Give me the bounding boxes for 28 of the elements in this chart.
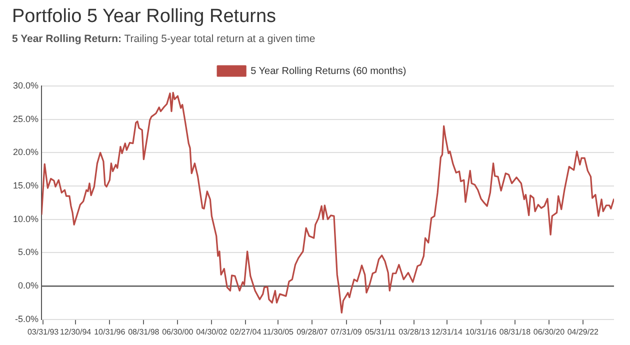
x-tick-label: 06/30/20 <box>533 327 566 336</box>
y-tick-label: 5.0% <box>18 247 39 258</box>
x-tick-label: 04/30/02 <box>196 327 228 336</box>
x-tick-label: 11/30/05 <box>262 327 294 336</box>
x-tick-label: 10/31/96 <box>94 327 126 336</box>
x-tick-label: 07/31/09 <box>330 327 362 336</box>
y-tick-label: 15.0% <box>12 180 39 191</box>
x-tick-label: 04/29/22 <box>567 327 600 336</box>
chart-title: Portfolio 5 Year Rolling Returns <box>12 6 276 28</box>
y-tick-label: 10.0% <box>12 214 39 224</box>
x-tick-label: 05/31/11 <box>365 327 396 336</box>
x-tick-label: 12/30/94 <box>60 327 92 336</box>
y-tick-label: 30.0% <box>12 80 39 90</box>
x-tick-label: 08/31/98 <box>128 327 160 336</box>
x-tick-label: 09/28/07 <box>296 327 328 336</box>
x-tick-label: 10/31/16 <box>465 327 498 336</box>
y-tick-label: 20.0% <box>12 147 39 158</box>
x-tick-label: 03/28/13 <box>398 327 430 336</box>
x-tick-label: 06/30/00 <box>162 327 194 336</box>
x-tick-label: 02/27/04 <box>230 327 262 336</box>
y-tick-label: 0.0% <box>18 280 39 291</box>
x-tick-label: 03/31/93 <box>27 327 60 336</box>
chart-subtitle: 5 Year Rolling Return: Trailing 5-year total return at a given time <box>12 33 316 45</box>
x-tick-label: 08/31/18 <box>499 327 532 336</box>
y-tick-label: 25.0% <box>12 114 39 124</box>
legend-label: 5 Year Rolling Returns (60 months) <box>250 66 406 77</box>
x-tick-label: 12/31/14 <box>431 327 463 336</box>
y-tick-label: -5.0% <box>15 314 39 324</box>
